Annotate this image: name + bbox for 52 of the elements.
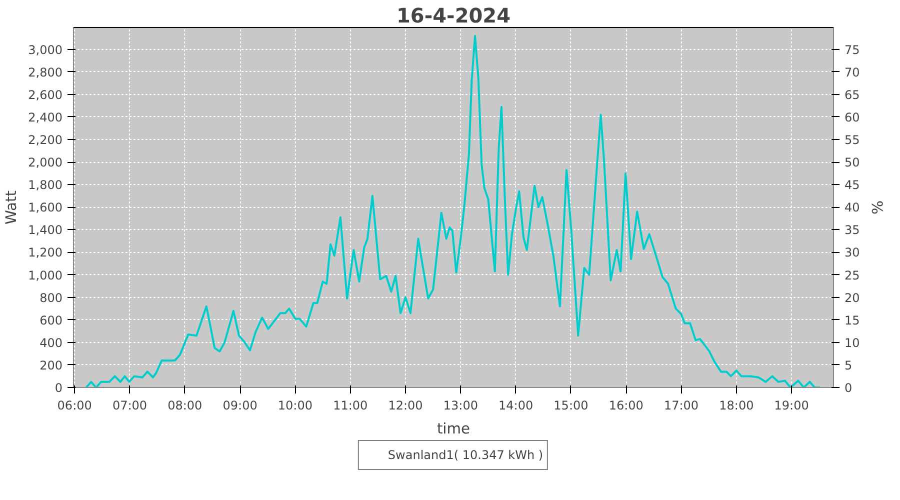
x-tick-label: 08:00 — [168, 398, 202, 412]
y2-tick-label: 35 — [844, 223, 860, 238]
y2-tick-label: 20 — [844, 290, 860, 305]
y-tick-label: 2,000 — [28, 156, 63, 170]
y2-tick-label: 60 — [844, 110, 860, 124]
y2-tick-label: 30 — [844, 246, 860, 260]
y-tick-label: 2,600 — [28, 88, 63, 102]
y2-tick-label: 65 — [844, 88, 860, 102]
x-tick-label: 17:00 — [664, 398, 699, 412]
y2-tick-label: 70 — [844, 65, 860, 80]
y-tick-label: 200 — [40, 358, 62, 372]
y2-tick-label: 75 — [844, 42, 860, 57]
y2-tick-label: 40 — [844, 200, 860, 215]
y2-tick-label: 0 — [844, 381, 852, 395]
x-tick-label: 13:00 — [443, 398, 478, 412]
x-tick-label: 06:00 — [57, 398, 92, 412]
x-tick-label: 11:00 — [333, 398, 368, 412]
chart-title: 16-4-2024 — [396, 4, 511, 28]
x-axis-title: time — [436, 420, 470, 438]
y-tick-label: 3,000 — [28, 42, 63, 57]
y-axis-title: Watt — [3, 190, 20, 225]
x-tick-label: 16:00 — [608, 398, 644, 412]
y-tick-label: 2,400 — [28, 110, 63, 124]
y2-tick-label: 10 — [844, 336, 860, 350]
y-tick-label: 1,200 — [28, 246, 63, 260]
y-tick-label: 400 — [40, 336, 62, 350]
y2-tick-label: 5 — [844, 358, 852, 372]
x-tick-label: 18:00 — [719, 398, 754, 412]
line-series — [85, 34, 821, 388]
x-tick-label: 19:00 — [774, 398, 809, 412]
y2-tick-label: 15 — [844, 313, 860, 328]
y-tick-label: 800 — [40, 290, 62, 305]
y-tick-label: 2,800 — [28, 65, 63, 80]
y-tick-label: 600 — [40, 313, 62, 328]
x-tick-label: 15:00 — [554, 398, 588, 412]
y-tick-label: 1,600 — [28, 200, 63, 215]
y2-tick-label: 55 — [844, 133, 860, 148]
x-tick-label: 07:00 — [112, 398, 148, 412]
y-tick-label: 1,000 — [28, 268, 63, 282]
text: Swanland1( 10.347 kWh ) — [388, 448, 544, 462]
y2-tick-label: 45 — [844, 178, 860, 192]
x-tick-label: 12:00 — [388, 398, 423, 412]
y-tick-label: 1,400 — [28, 223, 63, 238]
y2-tick-label: 50 — [844, 156, 860, 170]
x-tick-label: 10:00 — [278, 398, 313, 412]
y2-axis-title: % — [868, 200, 885, 215]
y2-tick-label: 25 — [844, 268, 860, 282]
x-tick-label: 14:00 — [498, 398, 534, 412]
x-tick-label: 09:00 — [222, 398, 258, 412]
y-tick-label: 0 — [54, 381, 63, 395]
y-tick-label: 2,200 — [28, 133, 63, 148]
y-tick-label: 1,800 — [28, 178, 63, 192]
